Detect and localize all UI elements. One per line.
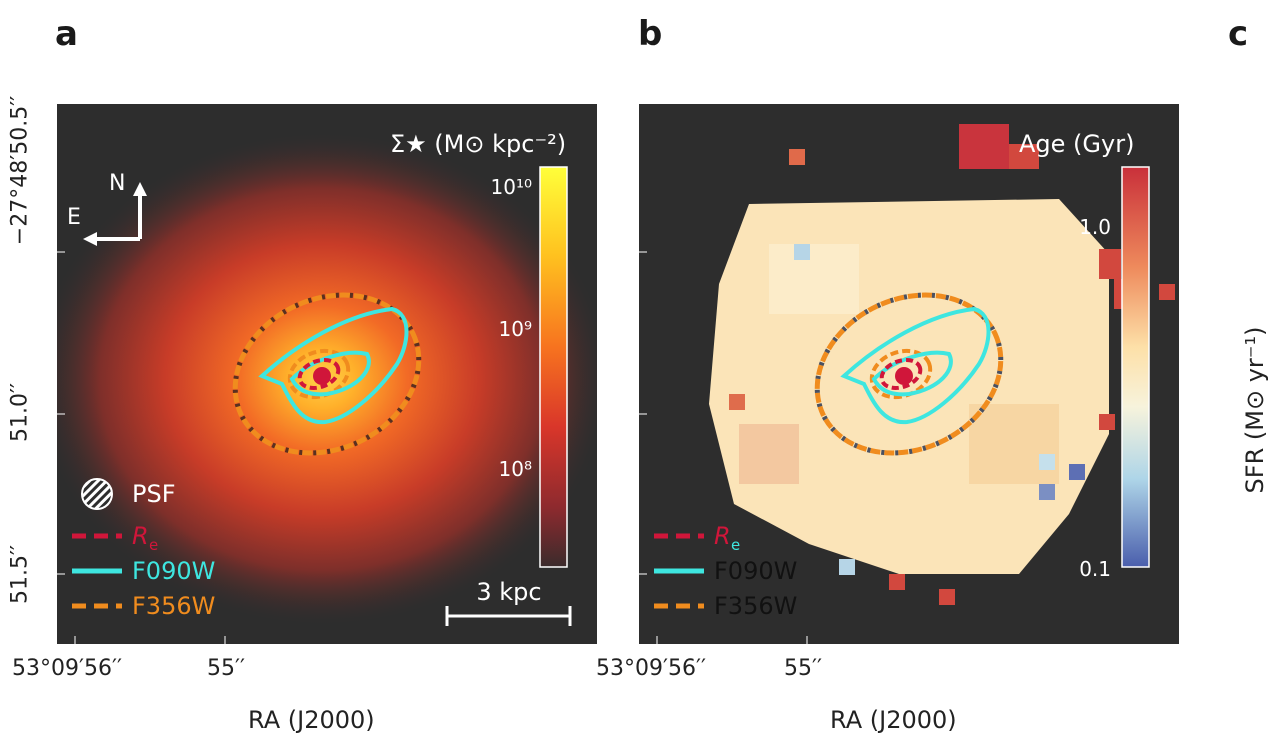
panel-b-letter: b (638, 14, 663, 54)
colorbar-a-tick-1: 10¹⁰ (491, 175, 532, 199)
re-ellipse (297, 357, 341, 391)
re-ellipse-b (879, 357, 923, 391)
panel-c-ylabel: SFR (M⊙ yr⁻¹) (1241, 326, 1269, 494)
panel-a-ytick-2: 51.0′′ (7, 383, 33, 442)
f356w-outer-contour-b (814, 292, 1004, 456)
center-marker-b (895, 367, 913, 385)
panel-a-xtick-1: 53°09′56′′ (12, 656, 122, 681)
panel-a-xaxis-title: RA (J2000) (248, 706, 375, 734)
colorbar-b (1121, 166, 1150, 568)
legend-re-subscript: e (149, 536, 158, 554)
scalebar-label: 3 kpc (476, 578, 541, 606)
panel-b-xaxis-title: RA (J2000) (830, 706, 957, 734)
compass-e-label: E (67, 205, 81, 230)
panel-b-map: Age (Gyr) 1.0 0.1 R e F090W F356W (639, 104, 1179, 644)
panel-a-map: N E Σ★ (M⊙ kpc⁻²) 10¹⁰ 10⁹ 10⁸ PSF R e F… (57, 104, 597, 644)
colorbar-a-tick-2: 10⁹ (499, 317, 532, 341)
f090w-outer-contour-b (840, 306, 991, 425)
legend-re-label: R (132, 522, 149, 550)
f356w-outer-contour (232, 292, 422, 456)
colorbar-b-tick-2: 0.1 (1079, 557, 1111, 581)
colorbar-a-label: Σ★ (M⊙ kpc⁻²) (390, 130, 566, 158)
panel-a-letter: a (55, 14, 78, 54)
legend-psf-label: PSF (132, 480, 176, 508)
colorbar-b-label: Age (Gyr) (1019, 130, 1134, 158)
panel-a-ytick-1: −27°48′50.5′′ (7, 95, 33, 246)
colorbar-a-tick-3: 10⁸ (499, 457, 532, 481)
legend-b-f356w-label: F356W (714, 592, 797, 620)
colorbar-a (539, 166, 568, 568)
legend-b-re-subscript: e (731, 536, 740, 554)
legend-b-re-label: R (714, 522, 731, 550)
compass-n-label: N (109, 171, 125, 196)
panel-a-ytick-3: 51.5′′ (7, 545, 33, 604)
f090w-outer-contour (258, 306, 409, 425)
center-marker (313, 367, 331, 385)
panel-a-xtick-2: 55′′ (207, 656, 245, 681)
legend-b-f090w-label: F090W (714, 557, 797, 585)
colorbar-b-tick-1: 1.0 (1079, 215, 1111, 239)
psf-hatch-icon (81, 478, 113, 510)
compass (83, 182, 147, 246)
panel-b-xtick-1: 53°09′56′′ (596, 656, 706, 681)
legend-f090w-label: F090W (132, 557, 215, 585)
panel-b-xtick-2: 55′′ (784, 656, 822, 681)
legend-f356w-label: F356W (132, 592, 215, 620)
panel-c-letter: c (1228, 14, 1249, 54)
